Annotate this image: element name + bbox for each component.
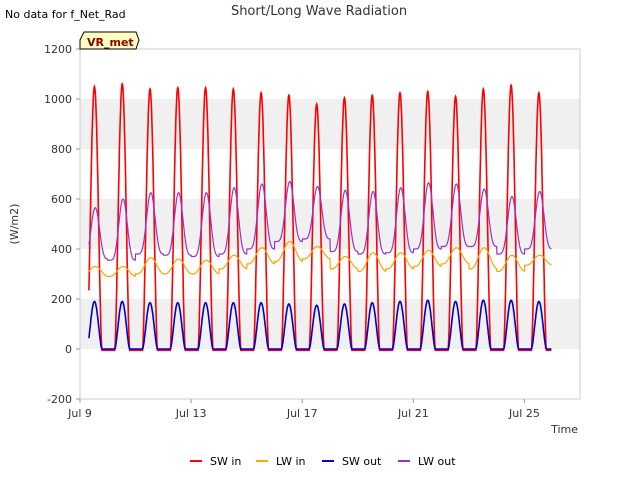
chart-title: Short/Long Wave Radiation bbox=[231, 4, 407, 19]
grid-band bbox=[80, 299, 580, 349]
station-badge: VR_met bbox=[79, 31, 140, 50]
badge-label: VR_met bbox=[87, 36, 134, 49]
x-axis-title: Time bbox=[550, 423, 578, 436]
y-axis-ticks: -200 0 200 400 600 800 1000 1200 bbox=[44, 43, 80, 406]
y-tick-label: 200 bbox=[51, 293, 72, 306]
grid-band bbox=[80, 149, 580, 199]
grid-band bbox=[80, 349, 580, 399]
y-tick-label: 600 bbox=[51, 193, 72, 206]
y-axis-title: (W/m2) bbox=[8, 204, 21, 245]
grid-band bbox=[80, 99, 580, 149]
x-axis-ticks: Jul 9 Jul 13 Jul 17 Jul 21 Jul 25 bbox=[67, 399, 540, 420]
y-tick-label: -200 bbox=[47, 393, 72, 406]
x-tick-label: Jul 9 bbox=[67, 407, 92, 420]
series-line-sw-out bbox=[88, 299, 552, 350]
x-tick-label: Jul 21 bbox=[397, 407, 429, 420]
x-tick-label: Jul 13 bbox=[175, 407, 207, 420]
legend-label: LW in bbox=[276, 455, 306, 468]
legend-label: SW out bbox=[342, 455, 382, 468]
series-line-lw-out bbox=[88, 180, 552, 261]
x-tick-label: Jul 25 bbox=[508, 407, 540, 420]
grid-band bbox=[80, 49, 580, 99]
legend: SW in LW in SW out LW out bbox=[190, 455, 456, 468]
series-lines bbox=[88, 81, 552, 352]
y-tick-label: 1000 bbox=[44, 93, 72, 106]
y-tick-label: 800 bbox=[51, 143, 72, 156]
background-bands bbox=[80, 49, 580, 399]
x-tick-label: Jul 17 bbox=[286, 407, 318, 420]
series-line-lw-in bbox=[88, 240, 552, 278]
y-tick-label: 400 bbox=[51, 243, 72, 256]
y-tick-label: 1200 bbox=[44, 43, 72, 56]
plot-frame bbox=[79, 48, 581, 400]
legend-label: LW out bbox=[418, 455, 456, 468]
legend-label: SW in bbox=[210, 455, 241, 468]
y-tick-label: 0 bbox=[65, 343, 72, 356]
no-data-note: No data for f_Net_Rad bbox=[5, 8, 126, 21]
